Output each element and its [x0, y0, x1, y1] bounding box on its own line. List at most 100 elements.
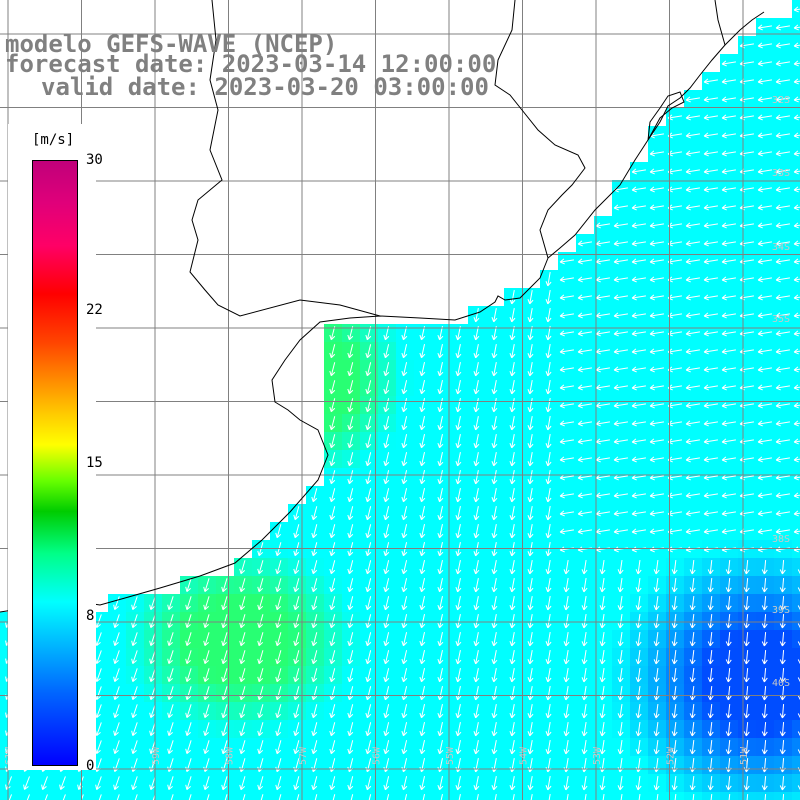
- wind-arrow: [775, 78, 790, 85]
- wind-arrow: [649, 510, 664, 517]
- wind-arrow: [185, 632, 192, 647]
- field-cell: [342, 630, 361, 649]
- wind-arrow: [649, 222, 664, 229]
- wind-arrow: [764, 793, 767, 800]
- wind-arrow: [793, 150, 800, 157]
- field-cell: [756, 522, 775, 541]
- wind-arrow: [797, 695, 800, 701]
- wind-arrow: [401, 704, 408, 719]
- wind-arrow: [527, 434, 534, 449]
- wind-arrow: [793, 510, 800, 517]
- wind-arrow: [689, 595, 696, 611]
- wind-arrow: [703, 402, 718, 409]
- field-cell: [576, 270, 595, 289]
- wind-arrow: [311, 524, 318, 539]
- field-cell: [630, 774, 649, 793]
- wind-arrow: [545, 578, 552, 593]
- wind-arrow: [257, 722, 264, 737]
- field-cell: [432, 468, 451, 487]
- field-cell: [522, 630, 541, 649]
- field-cell: [144, 738, 163, 757]
- field-cell: [684, 774, 703, 793]
- wind-arrow: [638, 793, 641, 800]
- field-cell: [396, 666, 415, 685]
- wind-arrow: [775, 384, 790, 391]
- wind-arrow: [455, 416, 462, 431]
- wind-arrow: [793, 168, 800, 175]
- wind-arrow: [577, 366, 592, 373]
- field-cell: [612, 486, 631, 505]
- field-cell: [486, 666, 505, 685]
- wind-arrow: [80, 794, 84, 800]
- field-cell: [630, 558, 649, 577]
- wind-arrow: [667, 114, 682, 121]
- wind-arrow: [530, 794, 533, 800]
- field-cell: [558, 450, 577, 469]
- field-cell: [612, 522, 631, 541]
- wind-arrow: [599, 776, 606, 791]
- wind-arrow: [473, 308, 480, 323]
- wind-arrow: [779, 613, 786, 629]
- wind-arrow: [149, 650, 156, 665]
- wind-arrow: [631, 456, 646, 463]
- wind-arrow: [667, 438, 682, 445]
- field-cell: [0, 792, 19, 800]
- wind-arrow: [527, 722, 534, 737]
- wind-arrow: [329, 416, 336, 431]
- field-cell: [342, 432, 361, 451]
- field-cell: [414, 468, 433, 487]
- wind-arrow: [473, 452, 480, 467]
- field-cell: [612, 684, 631, 703]
- wind-arrow: [437, 434, 444, 449]
- wind-arrow: [793, 24, 800, 31]
- wind-arrow: [581, 686, 588, 701]
- title-line-1: modelo GEFS-WAVE (NCEP): [5, 30, 338, 58]
- field-cell: [648, 684, 667, 703]
- field-cell: [342, 378, 361, 397]
- field-cell: [378, 576, 397, 595]
- wind-arrow: [221, 776, 228, 791]
- field-cell: [756, 720, 775, 739]
- field-cell: [342, 684, 361, 703]
- field-cell: [594, 558, 613, 577]
- field-cell: [306, 540, 325, 559]
- field-cell: [252, 594, 271, 613]
- field-cell: [432, 684, 451, 703]
- wind-arrow: [631, 402, 646, 409]
- colorbar-tick: 30: [86, 152, 103, 168]
- field-cell: [306, 684, 325, 703]
- wind-arrow: [329, 488, 336, 503]
- wind-arrow: [221, 740, 228, 755]
- wind-arrow: [527, 488, 534, 503]
- wind-arrow: [703, 492, 718, 499]
- field-cell: [396, 648, 415, 667]
- wind-arrow: [649, 186, 664, 193]
- field-cell: [594, 270, 613, 289]
- wind-arrow: [757, 510, 772, 517]
- field-cell: [684, 324, 703, 343]
- wind-arrow: [239, 596, 246, 611]
- wind-arrow: [577, 510, 592, 517]
- field-cell: [594, 396, 613, 415]
- field-cell: [792, 684, 800, 703]
- wind-arrow: [545, 740, 552, 755]
- field-cell: [630, 234, 649, 253]
- wind-arrow: [545, 344, 552, 359]
- field-cell: [378, 792, 397, 800]
- wind-arrow: [203, 668, 210, 683]
- field-cell: [450, 756, 469, 775]
- field-cell: [396, 576, 415, 595]
- wind-arrow: [743, 631, 750, 647]
- field-cell: [756, 234, 775, 253]
- field-cell: [522, 558, 541, 577]
- wind-arrow: [685, 402, 700, 409]
- field-cell: [252, 684, 271, 703]
- wind-arrow: [653, 703, 660, 719]
- field-cell: [396, 558, 415, 577]
- field-cell: [702, 774, 721, 793]
- wind-arrow: [685, 348, 700, 355]
- field-cell: [450, 504, 469, 523]
- wind-arrow: [757, 78, 772, 85]
- field-cell: [216, 666, 235, 685]
- field-cell: [540, 270, 559, 289]
